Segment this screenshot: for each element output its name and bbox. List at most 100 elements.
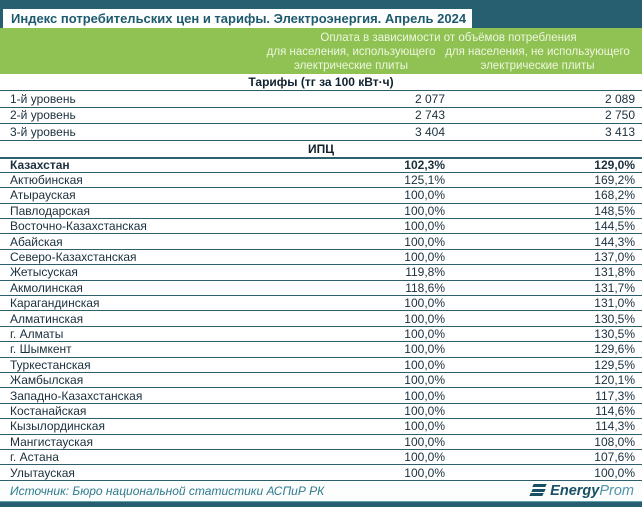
value-without-stoves: 130,5% (594, 311, 635, 326)
value-with-stoves: 100,0% (404, 342, 445, 357)
column-group-label: Оплата в зависимости от объёмов потребле… (320, 32, 577, 44)
row-label: Карагандинская (10, 296, 100, 311)
value-with-stoves: 100,0% (404, 388, 445, 403)
value-with-stoves: 100,0% (404, 465, 445, 480)
table-row-kazakhstan: Казахстан 102,3% 129,0% (0, 157, 642, 173)
table-row: Павлодарская 100,0% 148,5% (0, 203, 642, 220)
row-label: Актюбинская (10, 173, 83, 188)
page-title: Индекс потребительских цен и тарифы. Эле… (3, 9, 473, 28)
row-label: Кызылординская (10, 419, 105, 434)
column-headers: для населения, использующего электрическ… (262, 45, 635, 73)
value-with-stoves: 2 077 (414, 91, 445, 106)
table-row: 1-й уровень 2 077 2 089 (0, 91, 642, 108)
table-row: Алматинская 100,0% 130,5% (0, 311, 642, 327)
row-label: Жамбылская (10, 373, 84, 388)
value-with-stoves: 125,1% (404, 173, 445, 188)
row-label: 1-й уровень (10, 91, 76, 106)
table-row: Жамбылская 100,0% 120,1% (0, 373, 642, 389)
value-with-stoves: 2 743 (414, 108, 445, 123)
table-row: Кызылординская 100,0% 114,3% (0, 419, 642, 435)
value-with-stoves: 3 404 (414, 124, 445, 139)
table-row: Западно-Казахстанская 100,0% 117,3% (0, 388, 642, 404)
value-without-stoves: 2 750 (604, 108, 635, 123)
value-with-stoves: 100,0% (404, 403, 445, 418)
top-border-bar (0, 0, 642, 9)
column-header-with-stoves: для населения, использующего электрическ… (266, 46, 436, 72)
table-row: 2-й уровень 2 743 2 750 (0, 108, 642, 124)
value-without-stoves: 3 413 (604, 124, 635, 139)
value-without-stoves: 114,3% (595, 419, 635, 434)
table-row: Жетысуская 119,8% 131,8% (0, 265, 642, 281)
value-with-stoves: 102,3% (404, 158, 445, 173)
table-row: Северо-Казахстанская 100,0% 137,0% (0, 250, 642, 266)
value-without-stoves: 131,0% (594, 296, 635, 311)
column-header-band: Оплата в зависимости от объёмов потребле… (0, 28, 642, 74)
row-label: г. Алматы (10, 326, 64, 341)
row-label: Алматинская (10, 311, 84, 326)
row-label: 3-й уровень (10, 124, 76, 139)
row-label: Акмолинская (10, 280, 83, 295)
row-label: Туркестанская (10, 357, 91, 372)
source-note: Источник: Бюро национальной статистики А… (10, 483, 325, 498)
value-with-stoves: 119,8% (405, 265, 445, 280)
value-with-stoves: 100,0% (404, 357, 445, 372)
table-row: Актюбинская 125,1% 169,2% (0, 173, 642, 189)
row-label: Западно-Казахстанская (10, 388, 143, 403)
value-without-stoves: 114,6% (595, 403, 635, 418)
column-header-without-stoves: для населения, не использующего электрич… (445, 46, 630, 72)
value-with-stoves: 100,0% (404, 311, 445, 326)
value-without-stoves: 131,8% (594, 265, 635, 280)
row-label: 2-й уровень (10, 108, 76, 123)
value-without-stoves: 129,0% (594, 158, 635, 173)
energyprom-logo: Energy Prom (529, 482, 634, 499)
row-label: Мангистауская (10, 434, 93, 449)
row-label: Костанайская (10, 403, 87, 418)
table-row: Мангистауская 100,0% 108,0% (0, 435, 642, 450)
value-without-stoves: 148,5% (594, 203, 635, 218)
logo-text-prom: Prom (599, 482, 634, 499)
row-label: Северо-Казахстанская (10, 250, 137, 265)
bottom-border-bar (0, 501, 642, 507)
table-row: г. Шымкент 100,0% 129,6% (0, 342, 642, 358)
table-row: г. Алматы 100,0% 130,5% (0, 326, 642, 343)
table-row: Карагандинская 100,0% 131,0% (0, 296, 642, 312)
value-without-stoves: 129,6% (594, 342, 635, 357)
value-without-stoves: 117,3% (595, 388, 635, 403)
row-label: Абайская (10, 234, 63, 249)
table-row: г. Астана 100,0% 107,6% (0, 450, 642, 466)
value-with-stoves: 100,0% (404, 219, 445, 234)
table-row: Акмолинская 118,6% 131,7% (0, 280, 642, 297)
row-label: г. Шымкент (10, 342, 72, 357)
value-with-stoves: 100,0% (404, 450, 445, 465)
table-row: Туркестанская 100,0% 129,5% (0, 358, 642, 373)
energyprom-e-icon (529, 484, 547, 498)
row-label: Восточно-Казахстанская (10, 219, 147, 234)
value-with-stoves: 100,0% (404, 434, 445, 449)
row-label: Казахстан (10, 158, 70, 173)
row-label: Жетысуская (10, 265, 78, 280)
value-without-stoves: 144,5% (594, 219, 635, 234)
value-with-stoves: 100,0% (404, 296, 445, 311)
value-with-stoves: 100,0% (404, 188, 445, 203)
table-row: Абайская 100,0% 144,3% (0, 234, 642, 250)
title-bar: Индекс потребительских цен и тарифы. Эле… (0, 9, 642, 28)
table-row: Костанайская 100,0% 114,6% (0, 403, 642, 420)
section-header-ipc: ИПЦ (0, 141, 642, 158)
footer: Источник: Бюро национальной статистики А… (0, 480, 642, 501)
value-with-stoves: 100,0% (404, 373, 445, 388)
value-without-stoves: 137,0% (594, 250, 635, 265)
value-without-stoves: 131,7% (594, 280, 635, 295)
row-label: г. Астана (10, 450, 59, 465)
row-label: Улытауская (10, 465, 75, 480)
logo-text-energy: Energy (550, 482, 600, 499)
table-row: Атырауская 100,0% 168,2% (0, 188, 642, 204)
value-with-stoves: 118,6% (405, 280, 445, 295)
value-without-stoves: 168,2% (594, 188, 635, 203)
table-row: 3-й уровень 3 404 3 413 (0, 124, 642, 141)
table-row: Восточно-Казахстанская 100,0% 144,5% (0, 219, 642, 235)
value-with-stoves: 100,0% (404, 234, 445, 249)
value-without-stoves: 108,0% (594, 434, 635, 449)
value-with-stoves: 100,0% (404, 419, 445, 434)
row-label: Атырауская (10, 188, 76, 203)
